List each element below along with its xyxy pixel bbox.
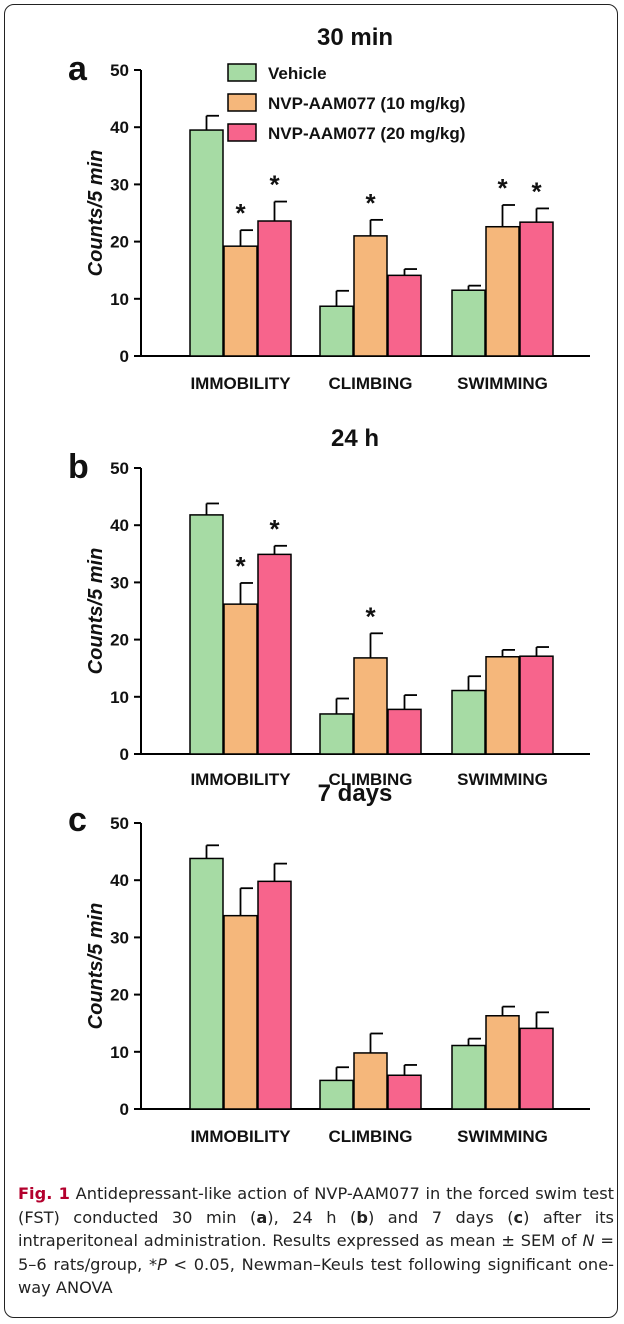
caption-text-6: < 0.05, Newman–Keuls test following sign… (18, 1254, 614, 1298)
caption-panel-b: b (356, 1207, 368, 1227)
panel-b-bar (189, 514, 224, 755)
panel-c-category-label: CLIMBING (328, 1127, 412, 1146)
panel-c-bar (257, 880, 292, 1110)
panel-c-ytick-label: 40 (110, 871, 129, 890)
panel-a-bar (387, 274, 422, 357)
panel-b-title: 24 h (331, 425, 379, 452)
caption-panel-a: a (256, 1207, 268, 1227)
panel-c-ytick-label: 30 (110, 928, 129, 947)
panel-c-category-label: SWIMMING (457, 1127, 548, 1146)
panel-a-title: 30 min (317, 24, 393, 51)
panel-b-bar (485, 656, 520, 755)
caption-n: N (582, 1231, 595, 1250)
figure-frame (4, 4, 618, 1318)
caption-text-3: ) and 7 days ( (367, 1207, 514, 1227)
caption-text-4: ) after its intraperitoneal administrati… (18, 1207, 614, 1251)
panel-c-bar (519, 1027, 554, 1110)
panel-a-bar (257, 220, 292, 357)
caption-text-1: Antidepressant-like action of NVP-AAM077… (18, 1184, 614, 1227)
panel-b-category-label: CLIMBING (328, 770, 412, 789)
panel-a-significance-star: * (235, 198, 246, 228)
panel-b-ytick-label: 30 (110, 573, 129, 592)
panel-c-category-label: IMMOBILITY (190, 1127, 291, 1146)
panel-c-bar (485, 1015, 520, 1110)
panel-b-significance-star: * (235, 551, 246, 581)
panel-a-bar (189, 129, 224, 357)
figure-caption: Fig. 1 Antidepressant-like action of NVP… (18, 1182, 614, 1300)
legend-label: NVP-AAM077 (20 mg/kg) (268, 124, 465, 143)
panel-c-bar (189, 857, 224, 1110)
panel-a-significance-star: * (531, 176, 542, 206)
panel-b-bar (451, 689, 486, 755)
legend-swatch (227, 93, 257, 112)
panel-a-ylabel: Counts/5 min (85, 150, 107, 277)
panel-c-bar (451, 1044, 486, 1110)
panel-b-bar (387, 708, 422, 755)
panel-b-bar (519, 655, 554, 755)
panel-b-category-label: IMMOBILITY (190, 770, 291, 789)
panel-a-category-label: IMMOBILITY (190, 374, 291, 393)
panel-a-bar (451, 289, 486, 357)
panel-c-ytick-label: 10 (110, 1043, 129, 1062)
panel-c-ytick-label: 0 (120, 1100, 129, 1119)
panel-a-category-label: SWIMMING (457, 374, 548, 393)
panel-a-letter: a (68, 50, 88, 88)
caption-text-2: ), 24 h ( (267, 1207, 357, 1227)
legend-swatch (227, 63, 257, 82)
panel-c-bar (387, 1074, 422, 1110)
panel-b-category-label: SWIMMING (457, 770, 548, 789)
panel-a-ytick-label: 20 (110, 233, 129, 252)
figure-canvas: a 30 min Counts/5 min 0 10 20 30 40 50 * * IMMOBILI… (68, 24, 590, 1146)
panel-a-significance-star: * (497, 173, 508, 203)
legend-label: NVP-AAM077 (10 mg/kg) (268, 94, 465, 113)
panel-b-letter: b (68, 448, 89, 486)
panel-a-ytick-label: 10 (110, 290, 129, 309)
panel-a-category-label: CLIMBING (328, 374, 412, 393)
panel-c-ytick-label: 20 (110, 986, 129, 1005)
panel-c-bar (319, 1079, 354, 1110)
caption-p: P (157, 1254, 167, 1274)
legend-swatch (227, 123, 257, 142)
panel-b-ytick-label: 40 (110, 516, 129, 535)
panel-a-ytick-label: 0 (120, 347, 129, 366)
panel-c-ytick-label: 50 (110, 814, 129, 833)
panel-b-bar (223, 603, 258, 755)
panel-a-ytick-label: 50 (110, 61, 129, 80)
caption-fig-label: Fig. 1 (18, 1184, 70, 1203)
panel-b-ytick-label: 20 (110, 631, 129, 650)
panel-a-ytick-label: 40 (110, 118, 129, 137)
panel-b-bar (257, 553, 292, 755)
panel-b-ytick-label: 50 (110, 459, 129, 478)
panel-b-ytick-label: 0 (120, 745, 129, 764)
panel-b-ytick-label: 10 (110, 688, 129, 707)
panel-b-significance-star: * (365, 601, 376, 631)
legend-label: Vehicle (268, 64, 327, 83)
panel-c-letter: c (68, 801, 87, 839)
panel-a-significance-star: * (365, 188, 376, 218)
panel-a-bar (485, 225, 520, 357)
panel-a-significance-star: * (269, 170, 280, 200)
panel-a-bar (223, 245, 258, 357)
caption-panel-c: c (513, 1207, 524, 1227)
panel-b-bar (353, 657, 388, 755)
panel-c-bar (223, 914, 258, 1110)
panel-a-bar (353, 235, 388, 357)
caption-text-5: = 5–6 rats/group, * (18, 1231, 614, 1274)
panel-b-bar (319, 713, 354, 755)
panel-a-bar (319, 305, 354, 357)
panel-a-bar (519, 221, 554, 357)
panel-c-title: 7 days (318, 780, 393, 807)
panel-b-ylabel: Counts/5 min (85, 548, 107, 675)
panel-c-bar (353, 1052, 388, 1110)
panel-a-ytick-label: 30 (110, 175, 129, 194)
panel-c-ylabel: Counts/5 min (85, 903, 107, 1030)
panel-b-significance-star: * (269, 514, 280, 544)
